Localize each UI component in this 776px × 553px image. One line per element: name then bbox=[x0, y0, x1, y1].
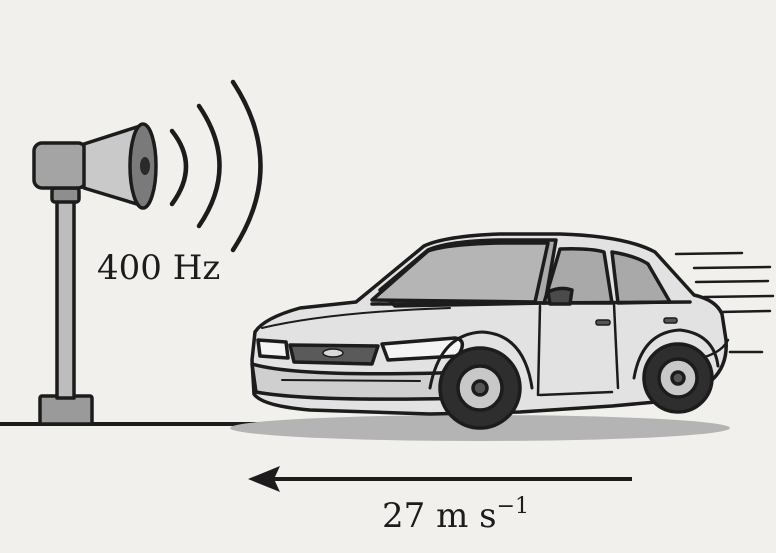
loudspeaker-icon bbox=[32, 122, 158, 426]
speed-label: 27 m s−1 bbox=[382, 494, 529, 536]
speed-value: 27 m s bbox=[382, 496, 497, 536]
frequency-label: 400 Hz bbox=[97, 248, 220, 288]
sound-wave-icon bbox=[169, 79, 263, 253]
speed-streaks bbox=[674, 251, 775, 354]
arrow-left-icon bbox=[248, 466, 632, 492]
car-icon bbox=[250, 232, 730, 430]
speed-exponent: −1 bbox=[497, 494, 529, 519]
